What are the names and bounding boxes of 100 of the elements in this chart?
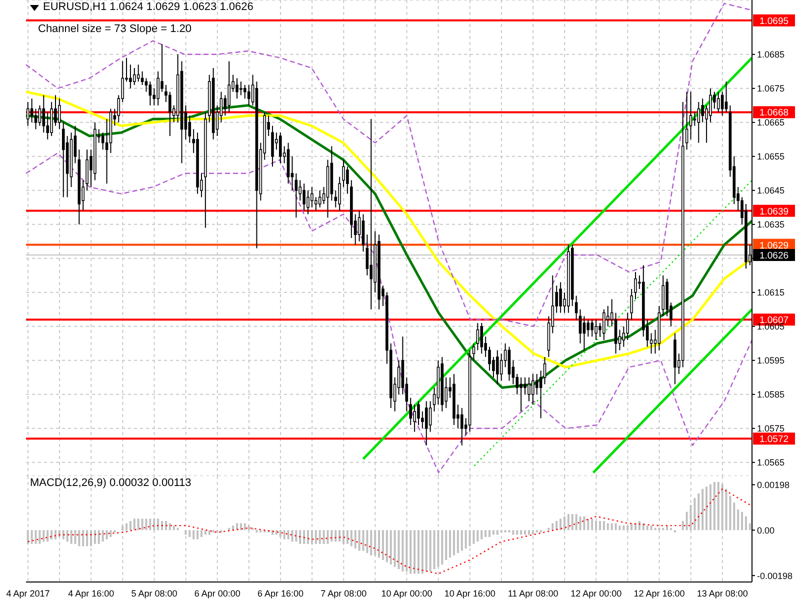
bar bbox=[733, 502, 736, 530]
y-tick-label: 1.0665 bbox=[757, 118, 785, 128]
bar bbox=[74, 530, 76, 544]
bar bbox=[192, 530, 195, 540]
candlestick bbox=[528, 376, 530, 402]
candlestick bbox=[472, 342, 476, 361]
candlestick bbox=[62, 122, 65, 198]
y-tick-label: 1.0575 bbox=[757, 424, 785, 434]
y-tick-label: 1.0595 bbox=[757, 356, 785, 366]
bar bbox=[145, 518, 148, 530]
bar bbox=[164, 520, 167, 530]
bar bbox=[287, 530, 290, 540]
bar bbox=[102, 530, 104, 542]
y-tick-label: 1.0645 bbox=[757, 186, 785, 196]
bar bbox=[453, 530, 455, 556]
candlestick bbox=[236, 78, 238, 100]
bar bbox=[386, 530, 388, 562]
x-tick-label: 6 Apr 16:00 bbox=[257, 588, 304, 598]
candlestick bbox=[417, 400, 420, 426]
bar bbox=[520, 530, 522, 535]
bar bbox=[82, 530, 84, 546]
bar bbox=[449, 530, 452, 558]
x-tick-label: 12 Apr 00:00 bbox=[570, 588, 622, 598]
bar bbox=[402, 530, 404, 572]
candlestick bbox=[34, 108, 38, 130]
y-tick-label: 1.0585 bbox=[757, 390, 785, 400]
bar bbox=[378, 530, 380, 558]
bar bbox=[460, 530, 463, 551]
candlestick bbox=[697, 102, 700, 144]
candlestick bbox=[136, 64, 140, 82]
bar bbox=[682, 520, 684, 530]
bar bbox=[42, 530, 45, 542]
candlestick bbox=[460, 408, 464, 446]
candlestick bbox=[590, 319, 594, 338]
x-tick-label: 7 Apr 08:00 bbox=[320, 588, 367, 598]
candlestick bbox=[689, 91, 692, 140]
candlestick bbox=[508, 346, 511, 382]
bar bbox=[484, 530, 487, 538]
candlestick bbox=[582, 316, 586, 351]
bar bbox=[575, 514, 578, 530]
bar bbox=[50, 530, 53, 540]
ref-line-label: 1.0629 bbox=[759, 240, 789, 252]
candlestick bbox=[247, 84, 250, 106]
bar bbox=[34, 530, 37, 544]
candlestick bbox=[543, 356, 546, 385]
candlestick bbox=[574, 295, 578, 320]
bar bbox=[702, 488, 704, 530]
bar bbox=[204, 530, 206, 535]
candlestick bbox=[626, 312, 630, 340]
bar bbox=[737, 510, 740, 530]
candlestick bbox=[148, 81, 152, 106]
candlestick bbox=[298, 180, 302, 202]
candlestick bbox=[30, 98, 34, 123]
candlestick bbox=[709, 88, 712, 123]
y-tick-label: 1.0685 bbox=[757, 50, 785, 60]
y-tick-label: 1.0615 bbox=[757, 288, 785, 298]
bar bbox=[318, 530, 321, 544]
bar bbox=[66, 530, 68, 542]
bar bbox=[441, 530, 444, 565]
bar bbox=[370, 530, 372, 556]
bar bbox=[200, 530, 202, 538]
candlestick bbox=[243, 84, 246, 100]
candlestick bbox=[46, 112, 49, 140]
bar bbox=[694, 498, 696, 530]
bar bbox=[129, 520, 132, 530]
bar bbox=[299, 530, 302, 544]
bar bbox=[149, 518, 152, 530]
candlestick bbox=[26, 102, 30, 126]
candlestick bbox=[228, 60, 230, 113]
candlestick bbox=[428, 400, 432, 432]
candlestick bbox=[294, 172, 298, 218]
candlestick bbox=[140, 70, 144, 86]
bar bbox=[414, 530, 416, 574]
chart-title: MACD(12,26,9) 0.00032 0.00113 bbox=[30, 477, 192, 490]
bar bbox=[630, 523, 633, 530]
bar bbox=[354, 530, 356, 548]
candlestick bbox=[559, 282, 562, 314]
bar bbox=[429, 530, 432, 572]
bar bbox=[512, 530, 514, 535]
candlestick bbox=[630, 288, 633, 320]
bar bbox=[38, 530, 41, 544]
candlestick bbox=[362, 214, 365, 252]
y-tick-label: 1.0565 bbox=[757, 458, 785, 468]
bar bbox=[275, 530, 278, 535]
bar bbox=[496, 530, 498, 535]
bar bbox=[556, 520, 558, 530]
candlestick bbox=[50, 102, 53, 136]
bar bbox=[168, 523, 171, 530]
candlestick bbox=[156, 70, 160, 106]
candlestick bbox=[594, 319, 598, 340]
x-tick-label: 13 Apr 08:00 bbox=[696, 588, 748, 598]
candlestick bbox=[101, 132, 104, 150]
candlestick bbox=[188, 115, 192, 144]
x-tick-label: 5 Apr 08:00 bbox=[131, 588, 178, 598]
x-tick-label: 6 Apr 00:00 bbox=[194, 588, 240, 598]
candlestick bbox=[480, 322, 484, 354]
candlestick bbox=[701, 98, 704, 123]
candlestick bbox=[306, 190, 310, 215]
bar bbox=[303, 530, 306, 544]
candlestick bbox=[488, 346, 491, 372]
